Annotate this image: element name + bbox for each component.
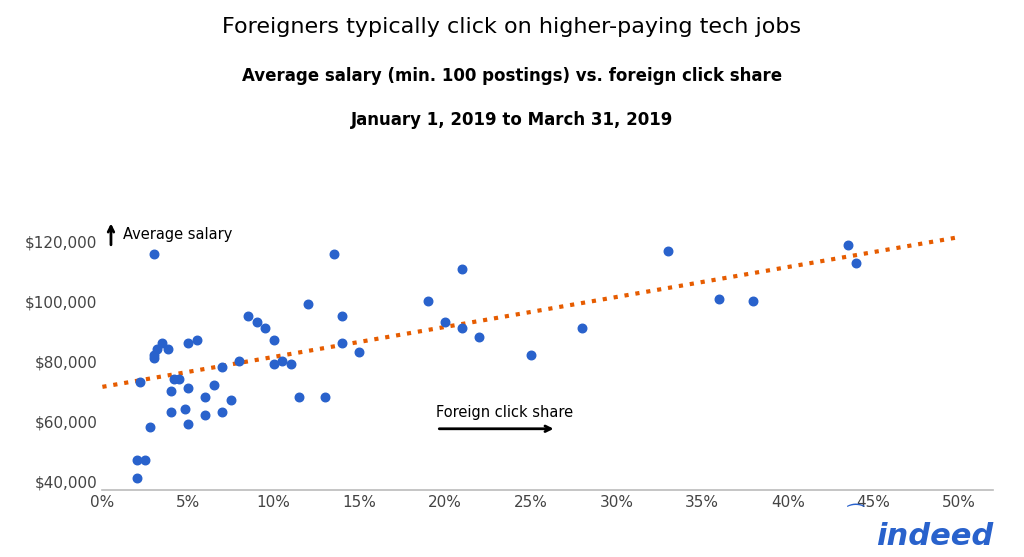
- Point: [160, 345, 176, 354]
- Point: [240, 312, 256, 321]
- Point: [274, 357, 291, 366]
- Point: [283, 360, 299, 369]
- Point: [145, 354, 162, 363]
- Point: [317, 393, 334, 402]
- Point: [351, 348, 368, 357]
- Point: [291, 393, 307, 402]
- Point: [334, 339, 350, 348]
- Point: [334, 312, 350, 321]
- Point: [128, 473, 144, 482]
- Text: Average salary (min. 100 postings) vs. foreign click share: Average salary (min. 100 postings) vs. f…: [242, 67, 782, 85]
- Point: [163, 408, 179, 417]
- Point: [163, 387, 179, 396]
- Point: [214, 408, 230, 417]
- Text: Foreigners typically click on higher-paying tech jobs: Foreigners typically click on higher-pay…: [222, 17, 802, 37]
- Point: [265, 336, 282, 345]
- Point: [522, 351, 539, 360]
- Point: [214, 363, 230, 372]
- Point: [137, 456, 154, 465]
- Point: [454, 264, 470, 273]
- Point: [166, 375, 182, 384]
- Point: [257, 324, 273, 333]
- Text: Average salary: Average salary: [123, 227, 232, 242]
- Point: [142, 423, 159, 432]
- Point: [265, 360, 282, 369]
- Point: [300, 300, 316, 309]
- Point: [128, 456, 144, 465]
- Point: [150, 345, 166, 354]
- Text: January 1, 2019 to March 31, 2019: January 1, 2019 to March 31, 2019: [351, 111, 673, 129]
- Point: [231, 357, 248, 366]
- Point: [659, 246, 676, 255]
- Point: [171, 375, 187, 384]
- Text: indeed: indeed: [876, 522, 993, 551]
- Point: [180, 339, 197, 348]
- Point: [145, 249, 162, 258]
- Point: [180, 384, 197, 393]
- Point: [326, 249, 342, 258]
- Text: Foreign click share: Foreign click share: [436, 405, 573, 420]
- Point: [145, 351, 162, 360]
- Point: [471, 333, 487, 342]
- Point: [222, 396, 239, 405]
- Point: [848, 258, 864, 267]
- Point: [206, 381, 222, 390]
- Point: [420, 297, 436, 306]
- Point: [437, 318, 454, 327]
- Point: [573, 324, 590, 333]
- Point: [840, 240, 856, 249]
- Point: [745, 297, 762, 306]
- Point: [155, 339, 171, 348]
- Point: [132, 378, 148, 387]
- Point: [197, 393, 213, 402]
- Point: [711, 294, 727, 303]
- Point: [197, 411, 213, 420]
- Point: [249, 318, 265, 327]
- Text: ⁀: ⁀: [848, 507, 864, 526]
- Point: [176, 405, 193, 414]
- Point: [454, 324, 470, 333]
- Point: [188, 336, 205, 345]
- Point: [180, 420, 197, 429]
